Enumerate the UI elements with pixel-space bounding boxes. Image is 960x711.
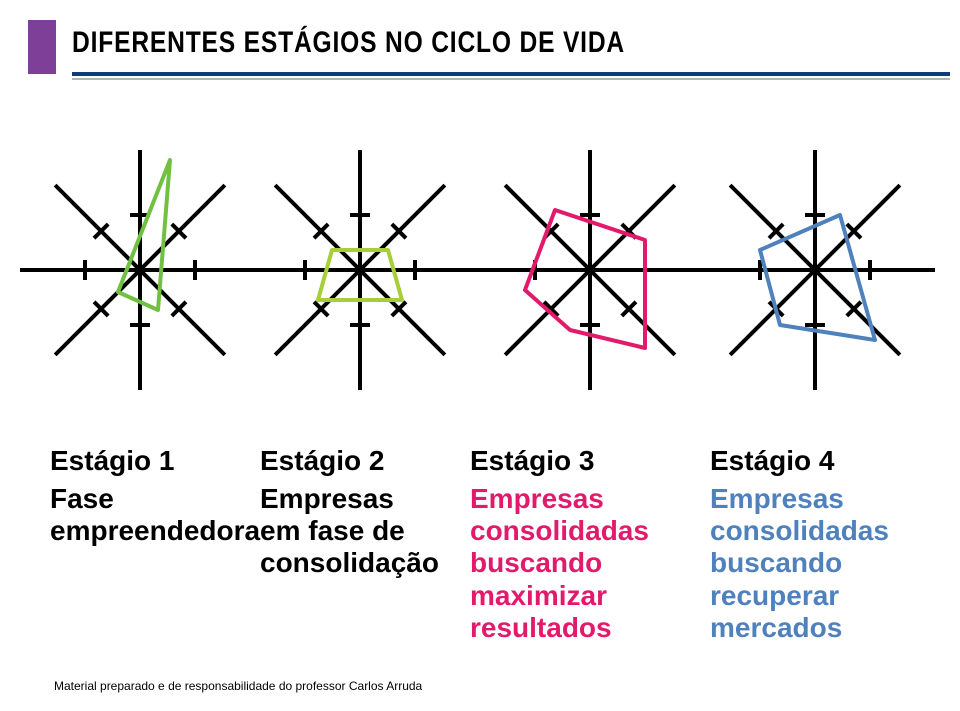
stage-desc: Empresasem fase deconsolidação (260, 483, 460, 580)
stage-labels-row: Estágio 1 Faseempreendedora Estágio 2 Em… (0, 445, 960, 644)
stage-label: Estágio 2 (260, 445, 460, 477)
stage-label: Estágio 3 (470, 445, 700, 477)
stage-col-1: Estágio 1 Faseempreendedora (50, 445, 260, 644)
stage-label: Estágio 4 (710, 445, 940, 477)
stage-label: Estágio 1 (50, 445, 250, 477)
slide-title: DIFERENTES ESTÁGIOS NO CICLO DE VIDA (72, 26, 625, 60)
stage-col-2: Estágio 2 Empresasem fase deconsolidação (260, 445, 470, 644)
stage-desc: Empresasconsolidadasbuscandorecuperarmer… (710, 483, 940, 644)
stage-col-3: Estágio 3 Empresasconsolidadasbuscandoma… (470, 445, 710, 644)
slide-header: DIFERENTES ESTÁGIOS NO CICLO DE VIDA (0, 20, 960, 80)
rule-primary (72, 72, 950, 76)
stage-desc: Empresasconsolidadasbuscandomaximizarres… (470, 483, 700, 644)
stage-desc: Faseempreendedora (50, 483, 250, 547)
stage-diagrams (0, 120, 960, 440)
stage-col-4: Estágio 4 Empresasconsolidadasbuscandore… (710, 445, 950, 644)
rule-secondary (72, 78, 950, 80)
accent-block (28, 20, 56, 74)
footer-text: Material preparado e de responsabilidade… (54, 679, 422, 693)
